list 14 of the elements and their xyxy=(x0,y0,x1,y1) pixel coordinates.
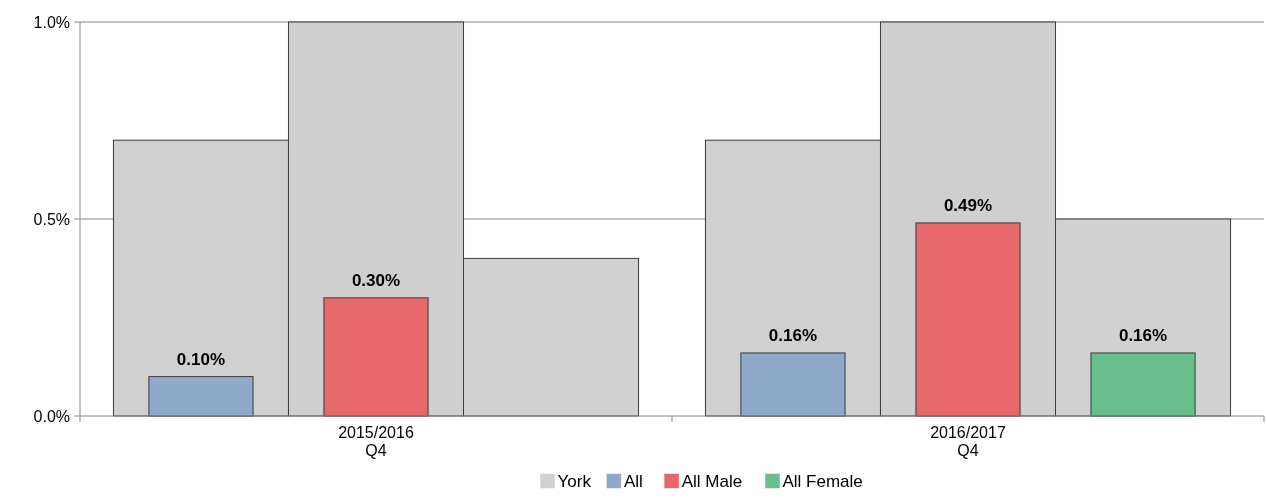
legend-label: All Female xyxy=(782,472,863,491)
data-label: 0.16% xyxy=(768,325,818,345)
data-label: 0.10% xyxy=(176,349,226,369)
x-tick-label: 2016/2017 Q4 xyxy=(930,424,1006,459)
y-tick-label: 0.0% xyxy=(33,407,70,425)
y-tick-label: 1.0% xyxy=(33,13,70,31)
legend-label: York xyxy=(557,472,592,491)
legend-label: All xyxy=(623,472,643,491)
data-label: 0.49% xyxy=(943,195,993,215)
legend-label: All Male xyxy=(681,472,743,491)
y-tick-label: 0.5% xyxy=(33,210,70,228)
data-label: 0.16% xyxy=(1118,325,1168,345)
x-tick-label: 2015/2016 Q4 xyxy=(338,424,414,459)
data-label: 0.30% xyxy=(351,270,401,290)
